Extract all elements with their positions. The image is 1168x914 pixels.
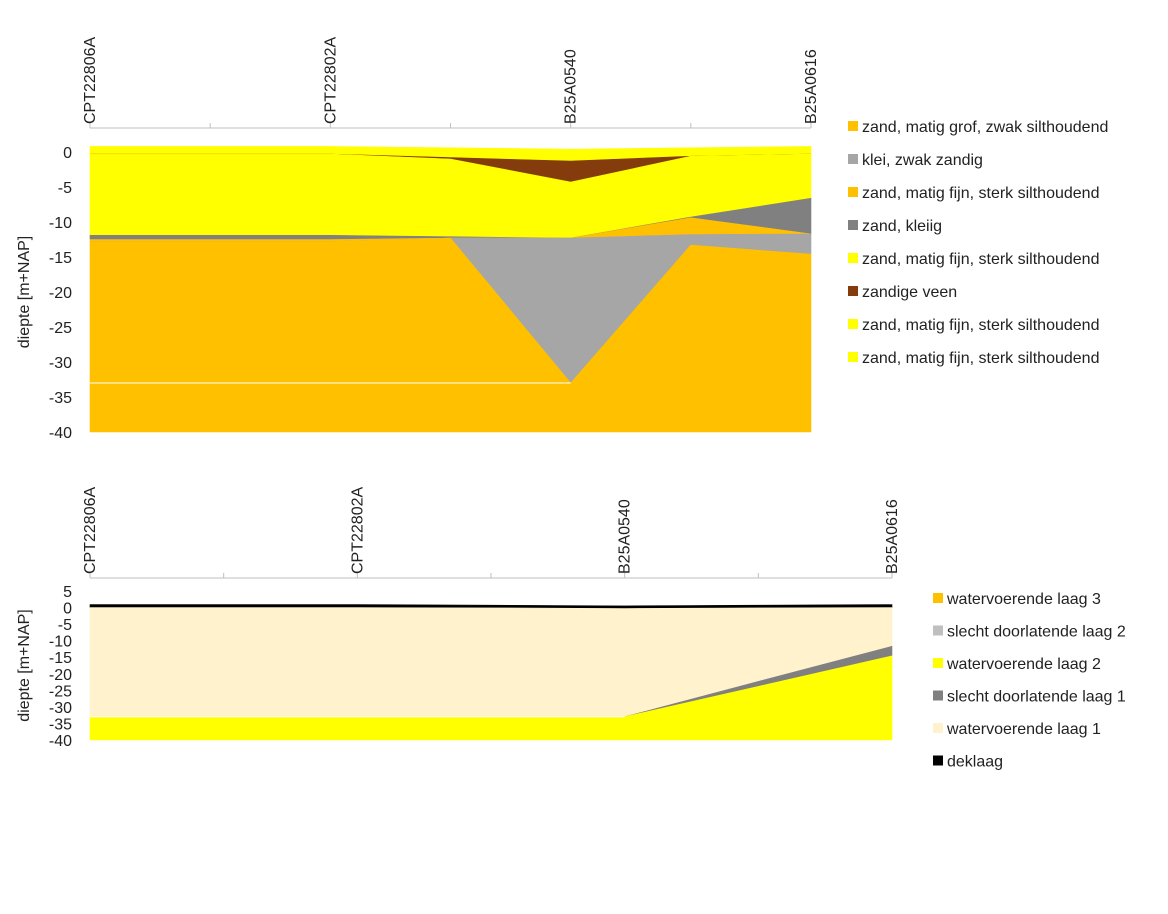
legend-swatch: [848, 121, 858, 131]
y-tick-label: 0: [63, 601, 72, 618]
legend-label: deklaag: [947, 754, 1003, 771]
legend-swatch: [848, 187, 858, 197]
y-tick-label: 0: [63, 145, 72, 162]
legend-swatch: [848, 154, 858, 164]
x-tick-label: B25A0540: [617, 499, 634, 574]
legend-label: slecht doorlatende laag 2: [947, 624, 1126, 641]
y-tick-label: -10: [49, 634, 72, 651]
y-axis-title: diepte [m+NAP]: [16, 236, 33, 349]
y-tick-label: -15: [49, 650, 72, 667]
legend-label: zand, matig fijn, sterk silthoudend: [862, 350, 1099, 367]
x-tick-label: B25A0616: [884, 499, 901, 574]
legend-swatch: [933, 690, 943, 701]
legend-swatch: [848, 319, 858, 329]
legend-label: zand, matig fijn, sterk silthoudend: [862, 251, 1099, 268]
x-tick-label: B25A0616: [803, 49, 820, 124]
legend-swatch: [848, 220, 858, 230]
legend-swatch: [848, 352, 858, 362]
x-tick-label: B25A0540: [563, 49, 580, 124]
y-tick-label: 5: [63, 584, 72, 601]
legend-label: klei, zwak zandig: [862, 152, 983, 169]
legend-label: watervoerende laag 2: [946, 656, 1101, 673]
legend-swatch: [848, 253, 858, 263]
x-tick-label: CPT22806A: [82, 37, 99, 124]
legend-label: zand, kleiig: [862, 218, 942, 235]
y-tick-label: -25: [49, 683, 72, 700]
legend-label: zandige veen: [862, 284, 957, 301]
legend-label: watervoerende laag 3: [946, 591, 1101, 608]
x-tick-label: CPT22802A: [349, 487, 366, 574]
y-tick-label: -30: [49, 355, 72, 372]
y-tick-label: -15: [49, 250, 72, 267]
y-tick-label: -40: [49, 425, 72, 442]
y-axis-title: diepte [m+NAP]: [16, 609, 33, 722]
x-tick-label: CPT22806A: [82, 487, 99, 574]
layer-7: [89, 237, 812, 433]
legend-swatch: [933, 658, 943, 668]
y-tick-label: -20: [49, 285, 72, 302]
legend-swatch: [933, 625, 943, 636]
legend-label: slecht doorlatende laag 1: [947, 689, 1126, 706]
chart-2: CPT22806A CPT22802A B25A0540 B25A061650-5-1…: [16, 487, 1126, 771]
legend-swatch: [933, 723, 943, 733]
legend-label: watervoerende laag 1: [946, 721, 1101, 738]
y-tick-label: -20: [49, 667, 72, 684]
y-tick-label: -10: [49, 215, 72, 232]
legend-swatch: [848, 286, 858, 296]
y-tick-label: -40: [49, 733, 72, 750]
legend-swatch: [933, 755, 943, 766]
y-tick-label: -35: [49, 716, 72, 733]
y-tick-label: -5: [58, 617, 72, 634]
legend-label: zand, matig fijn, sterk silthoudend: [862, 317, 1099, 334]
x-tick-label: CPT22802A: [322, 37, 339, 124]
y-tick-label: -30: [49, 700, 72, 717]
y-tick-label: -5: [58, 180, 72, 197]
legend-swatch: [933, 593, 943, 603]
legend-label: zand, matig fijn, sterk silthoudend: [862, 185, 1099, 202]
chart-1: CPT22806A CPT22802A B25A0540 B25A0616 0 -5 -10…: [16, 37, 1108, 442]
legend-label: zand, matig grof, zwak silthoudend: [862, 119, 1108, 136]
y-tick-label: -35: [49, 390, 72, 407]
y-tick-label: -25: [49, 320, 72, 337]
